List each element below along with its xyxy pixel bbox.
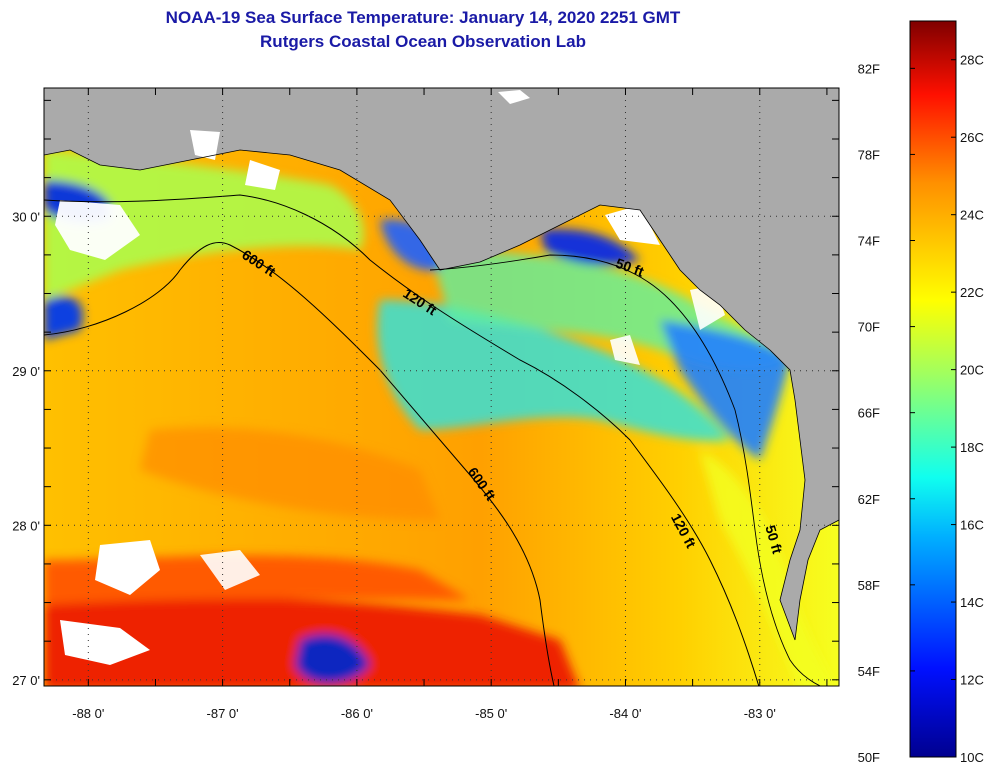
colorbar-fahrenheit-label: 50F <box>858 750 880 765</box>
coastline <box>44 149 839 641</box>
colorbar-fahrenheit-label: 74F <box>858 234 880 249</box>
colorbar <box>909 20 957 758</box>
lon-tick-label: -84 0' <box>609 706 641 721</box>
isobath-120ft <box>44 194 760 686</box>
map-frame <box>43 87 840 687</box>
colorbar-celsius-label: 14C <box>960 595 984 610</box>
lon-tick-label: -85 0' <box>475 706 507 721</box>
land-mass <box>44 88 839 640</box>
map-title: NOAA-19 Sea Surface Temperature: January… <box>165 8 681 27</box>
lon-tick-label: -86 0' <box>341 706 373 721</box>
lat-tick-label: 27 0' <box>12 673 40 688</box>
lon-tick-label: -83 0' <box>744 706 776 721</box>
colorbar-fahrenheit-label: 54F <box>858 664 880 679</box>
colorbar-fahrenheit-label: 78F <box>858 147 880 162</box>
isobath-50ft <box>429 254 822 686</box>
colorbar-celsius-label: 28C <box>960 53 984 68</box>
colorbar-celsius-label: 16C <box>960 518 984 533</box>
cloud-mask <box>55 160 725 665</box>
colorbar-fahrenheit-label: 82F <box>858 61 880 76</box>
isobath-600ft <box>44 241 555 686</box>
colorbar-celsius-label: 12C <box>960 673 984 688</box>
lat-tick-label: 29 0' <box>12 364 40 379</box>
colorbar-celsius-label: 10C <box>960 750 984 765</box>
lat-tick-label: 30 0' <box>12 209 40 224</box>
colorbar-celsius-label: 20C <box>960 363 984 378</box>
colorbar-celsius-label: 18C <box>960 440 984 455</box>
colorbar-celsius-label: 22C <box>960 285 984 300</box>
lon-tick-label: -87 0' <box>207 706 239 721</box>
colorbar-celsius-label: 26C <box>960 130 984 145</box>
colorbar-fahrenheit-label: 62F <box>858 492 880 507</box>
map-subtitle: Rutgers Coastal Ocean Observation Lab <box>260 32 586 51</box>
graticule <box>44 88 839 686</box>
colorbar-celsius-label: 24C <box>960 208 984 223</box>
colorbar-fahrenheit-label: 58F <box>858 578 880 593</box>
colorbar-fahrenheit-label: 66F <box>858 406 880 421</box>
isobath-label: 50 ft <box>762 523 785 555</box>
lon-tick-label: -88 0' <box>72 706 104 721</box>
lat-tick-label: 28 0' <box>12 518 40 533</box>
colorbar-fahrenheit-label: 70F <box>858 320 880 335</box>
